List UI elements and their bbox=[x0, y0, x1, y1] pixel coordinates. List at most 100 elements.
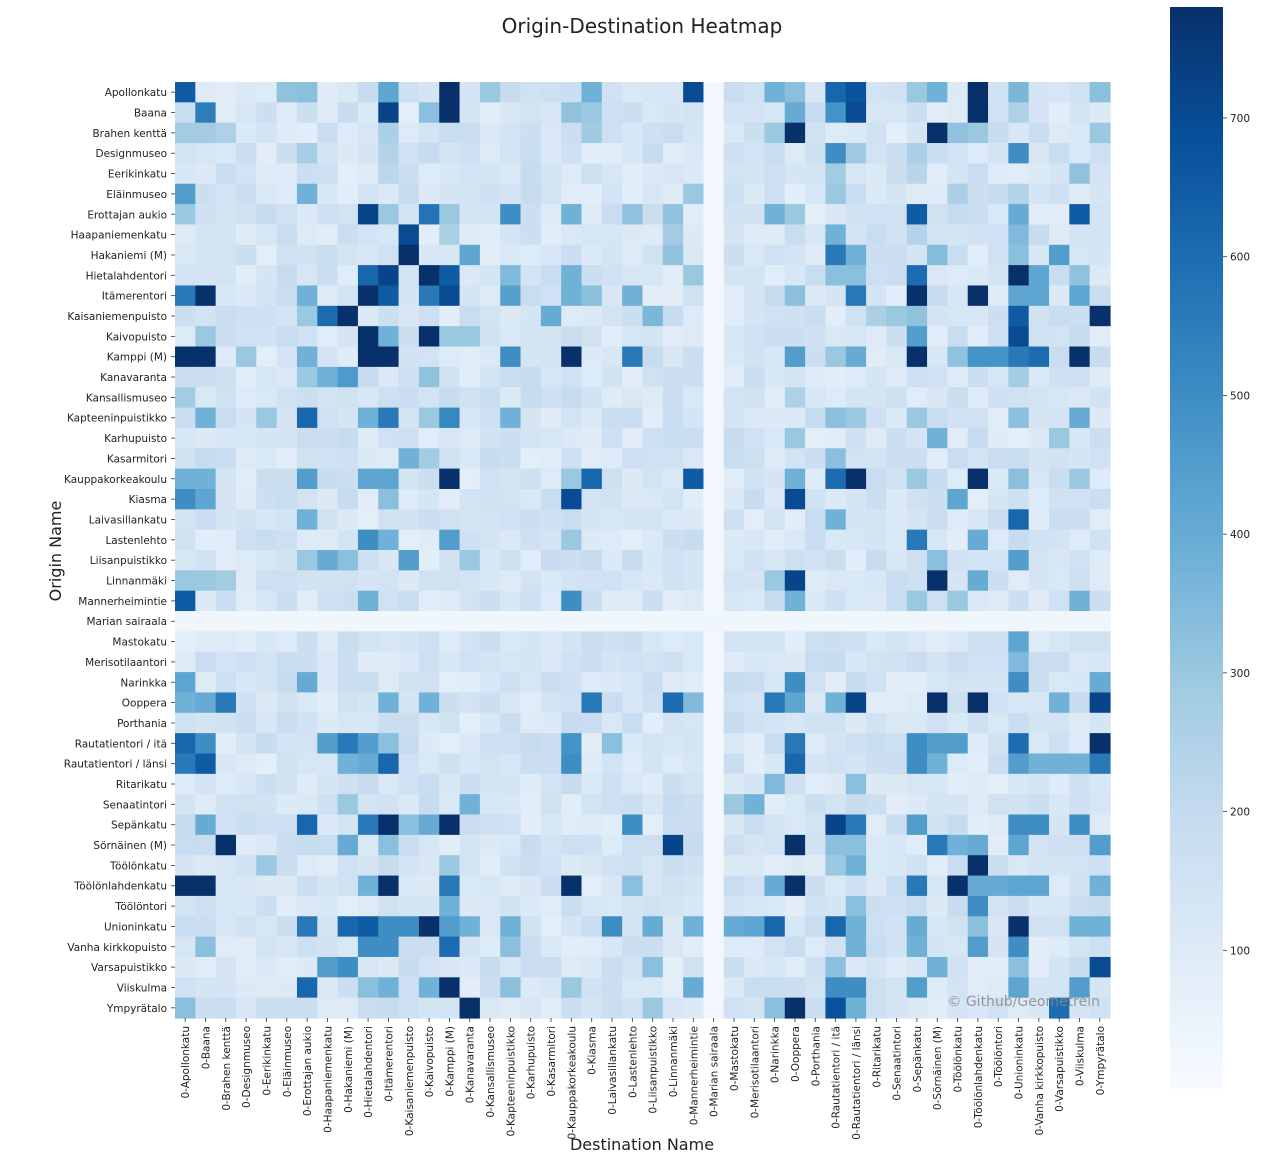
heatmap-cell bbox=[500, 346, 522, 368]
heatmap-cell bbox=[256, 224, 278, 246]
heatmap-cell bbox=[479, 224, 501, 246]
heatmap-cell bbox=[642, 204, 664, 226]
heatmap-cell bbox=[1049, 855, 1070, 877]
heatmap-cell bbox=[337, 895, 359, 917]
heatmap-cell bbox=[195, 570, 217, 592]
heatmap-cell bbox=[744, 794, 766, 816]
heatmap-cell bbox=[947, 936, 969, 958]
heatmap-cell bbox=[378, 285, 400, 307]
heatmap-cell bbox=[723, 163, 745, 185]
heatmap-cell bbox=[744, 305, 766, 327]
heatmap-cell bbox=[805, 997, 827, 1019]
heatmap-cell bbox=[561, 509, 583, 531]
heatmap-cell bbox=[866, 102, 888, 124]
heatmap-cell bbox=[967, 305, 989, 327]
heatmap-cell bbox=[296, 509, 318, 531]
heatmap-cell bbox=[622, 590, 644, 612]
heatmap-cell bbox=[784, 733, 806, 755]
heatmap-cell bbox=[784, 488, 806, 510]
heatmap-cell bbox=[215, 529, 237, 551]
heatmap-cell bbox=[500, 102, 522, 124]
heatmap-cell bbox=[235, 346, 257, 368]
heatmap-cell bbox=[764, 265, 786, 287]
heatmap-cell bbox=[1089, 895, 1111, 917]
heatmap-cell bbox=[337, 529, 359, 551]
heatmap-cell bbox=[561, 692, 583, 714]
heatmap-cell bbox=[825, 651, 847, 673]
heatmap-cell bbox=[581, 468, 603, 490]
heatmap-cell bbox=[601, 346, 623, 368]
y-tick-label: Hietalahdentori bbox=[86, 270, 167, 282]
heatmap-cell bbox=[845, 875, 867, 897]
heatmap-cell bbox=[479, 448, 501, 470]
heatmap-cell bbox=[1028, 326, 1050, 348]
heatmap-cell bbox=[540, 956, 562, 978]
heatmap-cell bbox=[540, 590, 562, 612]
heatmap-cell bbox=[398, 997, 420, 1019]
heatmap-cell bbox=[581, 956, 603, 978]
heatmap-cell bbox=[581, 488, 603, 510]
heatmap-cell bbox=[276, 936, 298, 958]
heatmap-cell bbox=[744, 550, 766, 571]
heatmap-cell bbox=[337, 590, 359, 612]
heatmap-cell bbox=[1089, 204, 1111, 226]
heatmap-cell bbox=[317, 143, 339, 164]
heatmap-cell bbox=[906, 672, 928, 694]
heatmap-cell bbox=[459, 183, 481, 205]
heatmap-cell bbox=[195, 204, 217, 226]
heatmap-cell bbox=[988, 488, 1009, 510]
heatmap-cell bbox=[337, 733, 359, 755]
heatmap-cell bbox=[540, 387, 562, 409]
heatmap-cell bbox=[357, 529, 379, 551]
heatmap-cell bbox=[357, 163, 379, 185]
heatmap-cell bbox=[967, 102, 989, 124]
heatmap-cell bbox=[398, 956, 420, 978]
heatmap-cell bbox=[744, 814, 766, 836]
heatmap-cell bbox=[784, 916, 806, 938]
heatmap-cell bbox=[276, 956, 298, 978]
heatmap-cell bbox=[256, 102, 278, 124]
heatmap-cell bbox=[723, 692, 745, 714]
heatmap-cell bbox=[967, 733, 989, 755]
heatmap-cell bbox=[1089, 427, 1111, 449]
heatmap-cell bbox=[317, 855, 339, 877]
heatmap-cell bbox=[398, 672, 420, 694]
heatmap-cell bbox=[947, 570, 969, 592]
heatmap-cell bbox=[683, 366, 705, 388]
heatmap-cell bbox=[256, 285, 278, 307]
heatmap-cell bbox=[256, 366, 278, 388]
heatmap-cell bbox=[1028, 814, 1050, 836]
heatmap-cell bbox=[540, 326, 562, 348]
heatmap-cell bbox=[418, 468, 440, 490]
heatmap-cell bbox=[1008, 366, 1030, 388]
heatmap-cell bbox=[927, 611, 948, 632]
heatmap-cell bbox=[317, 529, 339, 551]
heatmap-cell bbox=[1049, 692, 1070, 714]
heatmap-cell bbox=[662, 936, 684, 958]
heatmap-cell bbox=[500, 163, 522, 185]
heatmap-cell bbox=[784, 427, 806, 449]
heatmap-cell bbox=[967, 224, 989, 246]
heatmap-cell bbox=[947, 590, 969, 612]
heatmap-cell bbox=[784, 346, 806, 368]
heatmap-cell bbox=[378, 570, 400, 592]
heatmap-cell bbox=[357, 712, 379, 734]
heatmap-cell bbox=[398, 651, 420, 673]
heatmap-cell bbox=[866, 143, 888, 164]
heatmap-cell bbox=[784, 550, 806, 571]
heatmap-cell bbox=[744, 773, 766, 795]
heatmap-cell bbox=[825, 550, 847, 571]
heatmap-cell bbox=[540, 753, 562, 775]
heatmap-cell bbox=[459, 956, 481, 978]
heatmap-cell bbox=[764, 427, 786, 449]
heatmap-cell bbox=[845, 366, 867, 388]
heatmap-cell bbox=[215, 244, 237, 266]
heatmap-cell bbox=[276, 834, 298, 856]
heatmap-cell bbox=[947, 224, 969, 246]
x-tick-label: 0-Narinkka bbox=[770, 1026, 782, 1083]
heatmap-cell bbox=[703, 550, 725, 571]
heatmap-cell bbox=[744, 916, 766, 938]
heatmap-cell bbox=[195, 488, 217, 510]
heatmap-cell bbox=[906, 224, 928, 246]
heatmap-cell bbox=[927, 366, 948, 388]
